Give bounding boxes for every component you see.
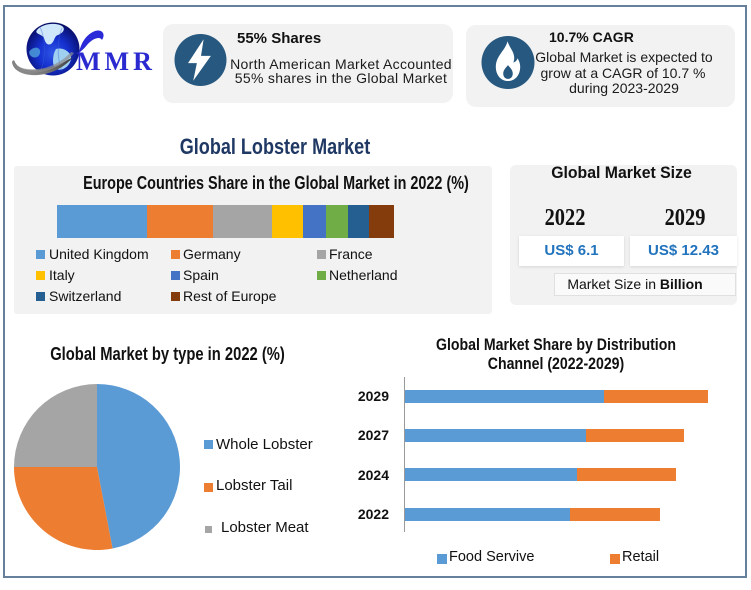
svg-text:MMR: MMR [76, 47, 156, 76]
